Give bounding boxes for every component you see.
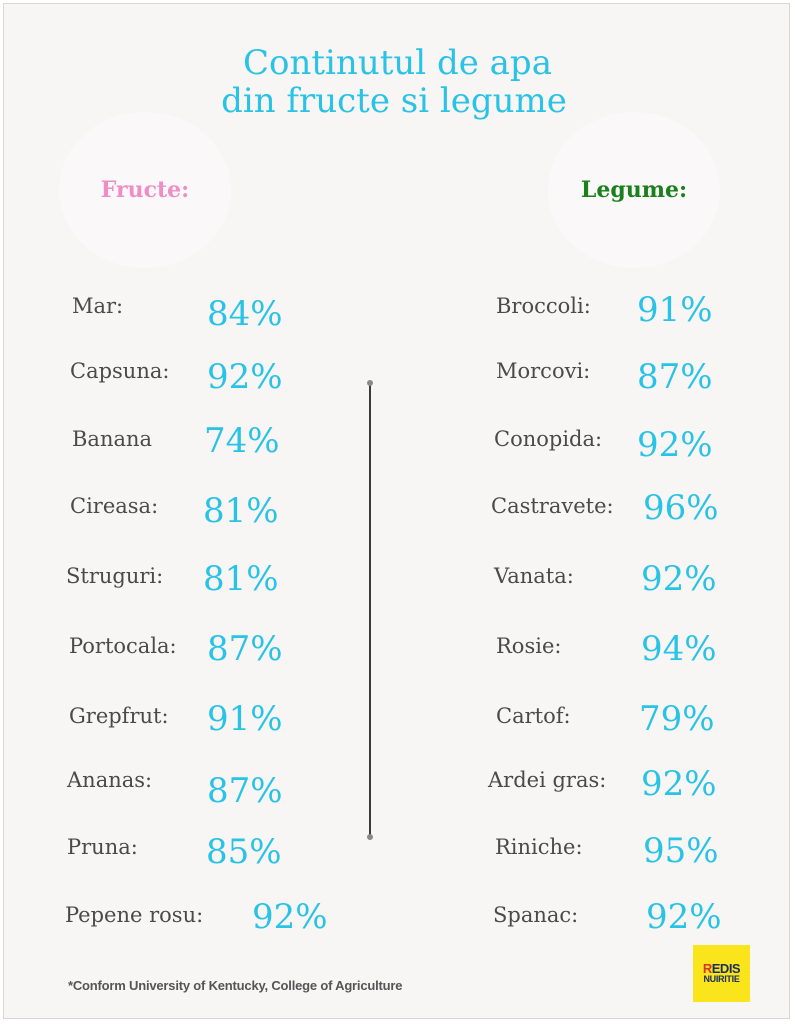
- vegetable-name: Riniche:: [495, 835, 583, 859]
- vegetable-value: 87%: [637, 357, 713, 397]
- title-line-2: din fructe si legume: [221, 81, 567, 121]
- fruit-name: Banana: [72, 427, 153, 451]
- column-divider: [369, 382, 371, 837]
- vegetable-value: 95%: [643, 831, 719, 871]
- fruit-value: 91%: [207, 699, 283, 739]
- fruits-heading: Fructe:: [100, 177, 190, 203]
- fruit-name: Cireasa:: [70, 494, 159, 518]
- vegetable-name: Cartof:: [496, 704, 571, 728]
- fruits-heading-circle: Fructe:: [59, 112, 231, 268]
- divider-bottom-dot: [367, 834, 373, 840]
- vegetable-name: Ardei gras:: [488, 768, 607, 792]
- vegetable-value: 92%: [641, 764, 717, 804]
- logo-line-2: NUIRITIE: [703, 973, 740, 984]
- fruit-value: 87%: [207, 771, 283, 811]
- vegetable-name: Castravete:: [491, 494, 614, 518]
- fruit-value: 92%: [252, 897, 328, 937]
- fruit-value: 85%: [206, 832, 282, 872]
- vegetable-value: 92%: [637, 425, 713, 465]
- fruit-value: 81%: [203, 491, 279, 531]
- vegetable-value: 92%: [646, 897, 722, 937]
- vegetable-name: Rosie:: [496, 634, 562, 658]
- fruit-name: Struguri:: [66, 564, 164, 588]
- vegetable-name: Vanata:: [494, 564, 574, 588]
- fruit-name: Grepfrut:: [69, 704, 169, 728]
- title-line-1: Continutul de apa: [243, 43, 552, 83]
- vegetable-name: Conopida:: [494, 427, 603, 451]
- vegetables-heading-circle: Legume:: [548, 112, 720, 268]
- fruit-name: Portocala:: [69, 634, 177, 658]
- divider-top-dot: [367, 380, 373, 386]
- vegetable-name: Spanac:: [493, 903, 579, 927]
- logo-line-1: REDIS: [702, 960, 741, 976]
- vegetable-value: 94%: [641, 629, 717, 669]
- fruit-name: Pepene rosu:: [65, 903, 204, 927]
- fruit-value: 74%: [204, 421, 280, 461]
- fruit-value: 87%: [207, 629, 283, 669]
- fruit-value: 92%: [207, 357, 283, 397]
- vegetable-name: Morcovi:: [496, 359, 591, 383]
- infographic-page: Continutul de apa din fructe si legume F…: [3, 3, 790, 1019]
- vegetable-value: 92%: [641, 559, 717, 599]
- fruit-name: Capsuna:: [70, 359, 170, 383]
- vegetables-heading: Legume:: [580, 177, 688, 203]
- fruit-name: Mar:: [72, 294, 124, 318]
- page-title: Continutul de apa din fructe si legume: [4, 44, 791, 120]
- source-footnote: *Conform University of Kentucky, College…: [68, 978, 403, 993]
- vegetable-name: Broccoli:: [496, 294, 591, 318]
- redis-nutritie-logo: REDIS NUIRITIE: [693, 945, 750, 1002]
- fruit-name: Ananas:: [67, 768, 153, 792]
- vegetable-value: 91%: [637, 290, 713, 330]
- fruit-value: 84%: [207, 294, 283, 334]
- vegetable-value: 79%: [639, 699, 715, 739]
- fruit-value: 81%: [203, 559, 279, 599]
- fruit-name: Pruna:: [67, 835, 138, 859]
- vegetable-value: 96%: [643, 488, 719, 528]
